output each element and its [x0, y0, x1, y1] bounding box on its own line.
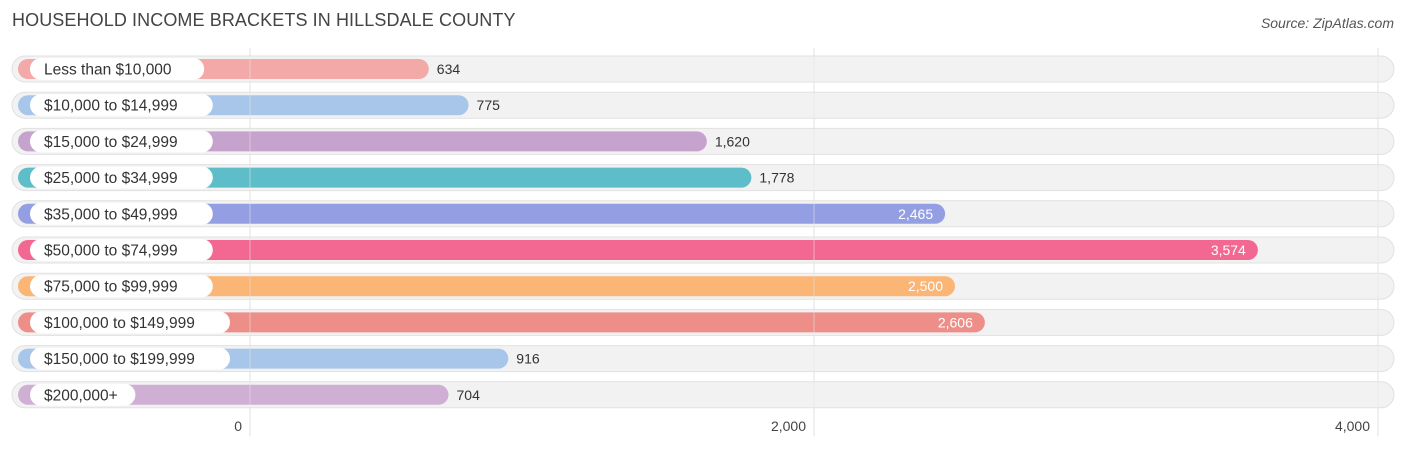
category-label-pill — [30, 58, 205, 80]
chart-title: HOUSEHOLD INCOME BRACKETS IN HILLSDALE C… — [12, 10, 516, 30]
category-label: $200,000+ — [44, 387, 118, 404]
value-label: 634 — [437, 61, 461, 77]
bar-row: Less than $10,000 634 — [11, 55, 1395, 83]
x-axis: 0 2,000 4,000 — [234, 48, 1379, 436]
category-label: $10,000 to $14,999 — [44, 98, 178, 115]
category-label: Less than $10,000 — [44, 62, 172, 79]
value-label: 2,606 — [938, 314, 973, 330]
value-label: 775 — [477, 97, 501, 113]
bar — [18, 240, 1258, 260]
category-label-pill — [30, 130, 213, 153]
value-label: 2,465 — [898, 206, 933, 222]
category-label-pill — [30, 202, 213, 225]
x-tick-label: 4,000 — [1335, 418, 1370, 434]
bar-row: $200,000+ 704 — [11, 381, 1395, 409]
bar-row: $10,000 to $14,999 775 — [11, 91, 1395, 119]
x-tick-label: 0 — [234, 418, 242, 434]
bar-row: $100,000 to $149,999 2,606 — [11, 308, 1395, 336]
category-label: $100,000 to $149,999 — [44, 315, 195, 332]
value-label: 1,778 — [759, 170, 794, 186]
bar-row: $15,000 to $24,999 1,620 — [11, 127, 1395, 155]
category-label: $15,000 to $24,999 — [44, 134, 178, 151]
category-label: $75,000 to $99,999 — [44, 279, 178, 296]
category-label-pill — [30, 275, 213, 298]
source-label: Source: ZipAtlas.com — [1260, 15, 1394, 31]
bar — [18, 312, 985, 333]
category-label: $25,000 to $34,999 — [44, 170, 178, 187]
category-label-pill — [30, 166, 213, 189]
category-label-pill — [30, 347, 230, 370]
x-tick-label: 2,000 — [771, 418, 806, 434]
bar-row: $50,000 to $74,999 3,574 — [11, 236, 1395, 264]
category-label-pill — [30, 383, 136, 406]
value-label: 3,574 — [1211, 242, 1246, 258]
category-label: $35,000 to $49,999 — [44, 206, 178, 223]
bar — [18, 276, 955, 297]
bar-row: $35,000 to $49,999 2,465 — [11, 200, 1395, 228]
category-label: $150,000 to $199,999 — [44, 351, 195, 368]
rows-layer: Less than $10,000 634 $10,000 to $14,999 77… — [11, 55, 1395, 409]
value-label: 704 — [457, 387, 481, 403]
value-label: 1,620 — [715, 133, 750, 149]
category-label: $50,000 to $74,999 — [44, 243, 178, 260]
bar-row: $150,000 to $199,999 916 — [11, 345, 1395, 373]
value-label: 916 — [516, 351, 540, 367]
bar-row: $75,000 to $99,999 2,500 — [11, 272, 1395, 300]
value-label: 2,500 — [908, 278, 943, 294]
category-label-pill — [30, 94, 213, 117]
category-label-pill — [30, 311, 230, 334]
bar-row: $25,000 to $34,999 1,778 — [11, 164, 1395, 192]
category-label-pill — [30, 239, 213, 261]
